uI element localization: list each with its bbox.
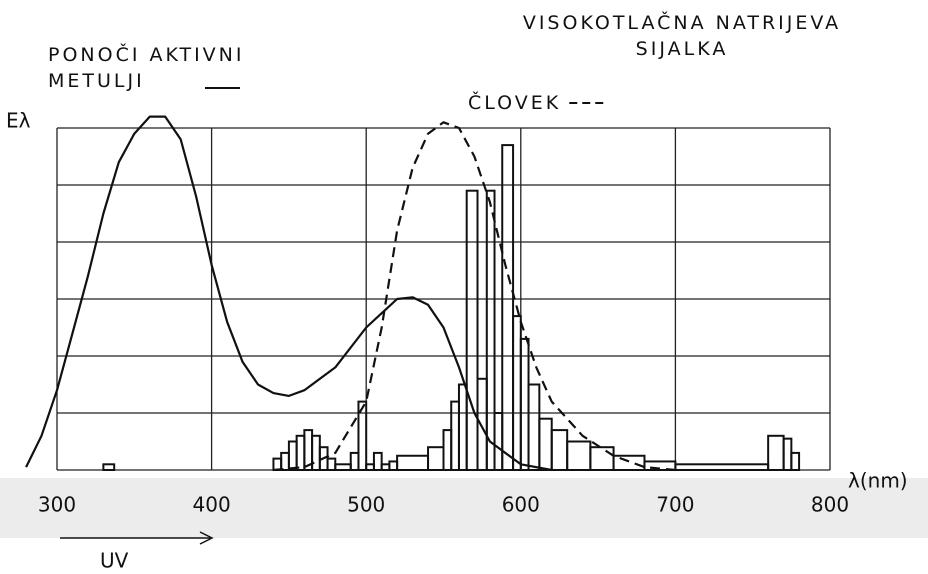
annotation: UV [100, 549, 129, 573]
x-tick-label: 800 [811, 493, 849, 517]
histogram-bar [295, 434, 306, 471]
histogram-bar [102, 463, 116, 471]
histogram-bar [372, 451, 383, 471]
x-axis-label: λ(nm) [848, 469, 908, 493]
histogram-bar [465, 189, 479, 471]
histogram-bar [566, 440, 592, 471]
line-series [273, 121, 676, 472]
histogram-bar [442, 429, 453, 472]
histogram-bar [357, 400, 368, 472]
histogram-bar [349, 451, 360, 471]
histogram-bar [527, 383, 541, 471]
x-tick-label: 300 [38, 493, 76, 517]
histogram-bar [380, 463, 391, 471]
histogram-bar [538, 417, 553, 472]
legend-label: VISOKOTLAČNA NATRIJEVA SIJALKA [522, 12, 842, 60]
histogram-bar [790, 451, 801, 471]
histogram-bar [519, 337, 530, 471]
x-tick-label: 500 [347, 493, 385, 517]
histogram-bar [334, 463, 352, 471]
histogram-bar [311, 434, 321, 471]
histogram-bar [388, 460, 399, 472]
histogram-bar [674, 463, 770, 471]
histogram-bar [612, 454, 646, 471]
uv-arrow-head [199, 531, 214, 545]
y-axis-label: Eλ [6, 109, 31, 133]
histogram-bar [485, 189, 496, 471]
histogram-bar [450, 400, 460, 472]
histogram-bar [287, 440, 298, 471]
histogram-bar [782, 437, 793, 471]
histogram-bar [550, 429, 569, 472]
histogram-bar [512, 315, 522, 471]
histogram-bar [280, 451, 290, 471]
histogram-bar [767, 434, 785, 471]
stipple-band [0, 478, 928, 538]
x-tick-label: 400 [193, 493, 231, 517]
histogram-bar [501, 144, 515, 471]
line-series [25, 115, 552, 472]
histogram-bar [365, 463, 375, 471]
legend-label: ČLOVEK [468, 92, 562, 114]
legend-label: PONOČI AKTIVNI METULJI [48, 44, 245, 92]
x-tick-label: 600 [502, 493, 540, 517]
histogram-bar [493, 412, 504, 471]
x-tick-label: 700 [656, 493, 694, 517]
histogram-bar [476, 377, 488, 471]
histogram-bar [326, 457, 337, 472]
histogram-bar [457, 383, 468, 471]
histogram-bar [589, 446, 615, 472]
histogram-bar [396, 454, 430, 471]
histogram-bar [427, 446, 445, 472]
